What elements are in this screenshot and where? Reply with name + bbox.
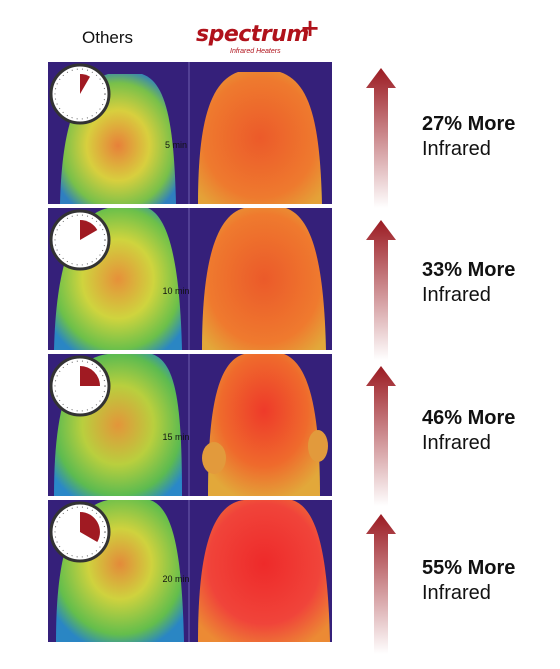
infrared-sublabel: Infrared — [422, 432, 491, 454]
infrared-label-4: 55% More Infrared — [422, 556, 515, 606]
infrared-sublabel: Infrared — [422, 284, 491, 306]
up-arrow-icon — [366, 68, 396, 208]
up-arrow-icon — [366, 514, 396, 654]
infrared-label-2: 33% More Infrared — [422, 258, 515, 308]
elapsed-wedge — [80, 366, 100, 386]
timer-label-2: 10 min — [162, 286, 190, 296]
stopwatch-icon — [49, 209, 111, 271]
header-others-label: Others — [82, 28, 134, 47]
logo-subtitle: Infrared Heaters — [230, 48, 281, 55]
spectrum-logo: spectrum + Infrared Heaters — [196, 14, 326, 60]
percent-label: 33% More — [422, 259, 516, 281]
up-arrow-icon — [366, 220, 396, 360]
stopwatch-icon — [49, 355, 111, 417]
infrared-label-3: 46% More Infrared — [422, 406, 515, 456]
elapsed-wedge — [80, 512, 100, 542]
elapsed-wedge — [80, 220, 98, 240]
infrared-label-1: 27% More Infrared — [422, 112, 515, 162]
timer-label-4: 20 min — [162, 574, 190, 584]
infrared-sublabel: Infrared — [422, 582, 491, 604]
logo-plus-icon: + — [300, 14, 321, 42]
thermal-panel-3: 15 min — [48, 354, 332, 496]
logo-wordmark: spectrum — [196, 22, 309, 47]
timer-label-1: 5 min — [164, 140, 187, 150]
percent-label: 46% More — [422, 407, 516, 429]
elapsed-wedge — [80, 74, 90, 94]
timer-label-3: 15 min — [162, 432, 190, 442]
thermal-panel-4: 20 min — [48, 500, 332, 642]
stopwatch-icon — [49, 501, 111, 563]
infrared-sublabel: Infrared — [422, 138, 491, 160]
up-arrow-icon — [366, 366, 396, 506]
stopwatch-icon — [49, 63, 111, 125]
percent-label: 27% More — [422, 113, 516, 135]
thermal-panel-1: 5 min — [48, 62, 332, 204]
percent-label: 55% More — [422, 557, 516, 579]
thermal-panel-2: 10 min — [48, 208, 332, 350]
